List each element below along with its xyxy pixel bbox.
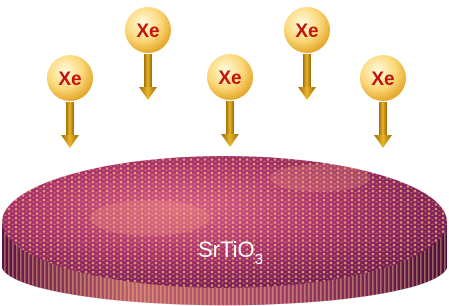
atom-label: Xe [371, 69, 394, 90]
atom-label: Xe [58, 69, 81, 90]
arrow-shaft [66, 102, 74, 136]
atoms: Xe Xe Xe Xe Xe [47, 7, 406, 148]
atom-label: Xe [295, 21, 318, 42]
arrow-shaft [379, 102, 387, 136]
arrow-head [298, 87, 316, 100]
formula-subscript: 3 [255, 251, 263, 268]
substrate-disk [2, 156, 447, 305]
arrow-shaft [144, 54, 152, 88]
atom-label: Xe [136, 21, 159, 42]
arrow-head [61, 135, 79, 148]
arrow-head [374, 135, 392, 148]
arrow-head [139, 87, 157, 100]
arrow-head [221, 134, 239, 147]
arrow-shaft [226, 101, 234, 135]
arrow-shaft [303, 54, 311, 88]
illustration: SrTiO3 Xe Xe Xe Xe Xe [0, 0, 449, 306]
formula: SrTiO [198, 237, 255, 262]
atom-label: Xe [218, 68, 241, 89]
